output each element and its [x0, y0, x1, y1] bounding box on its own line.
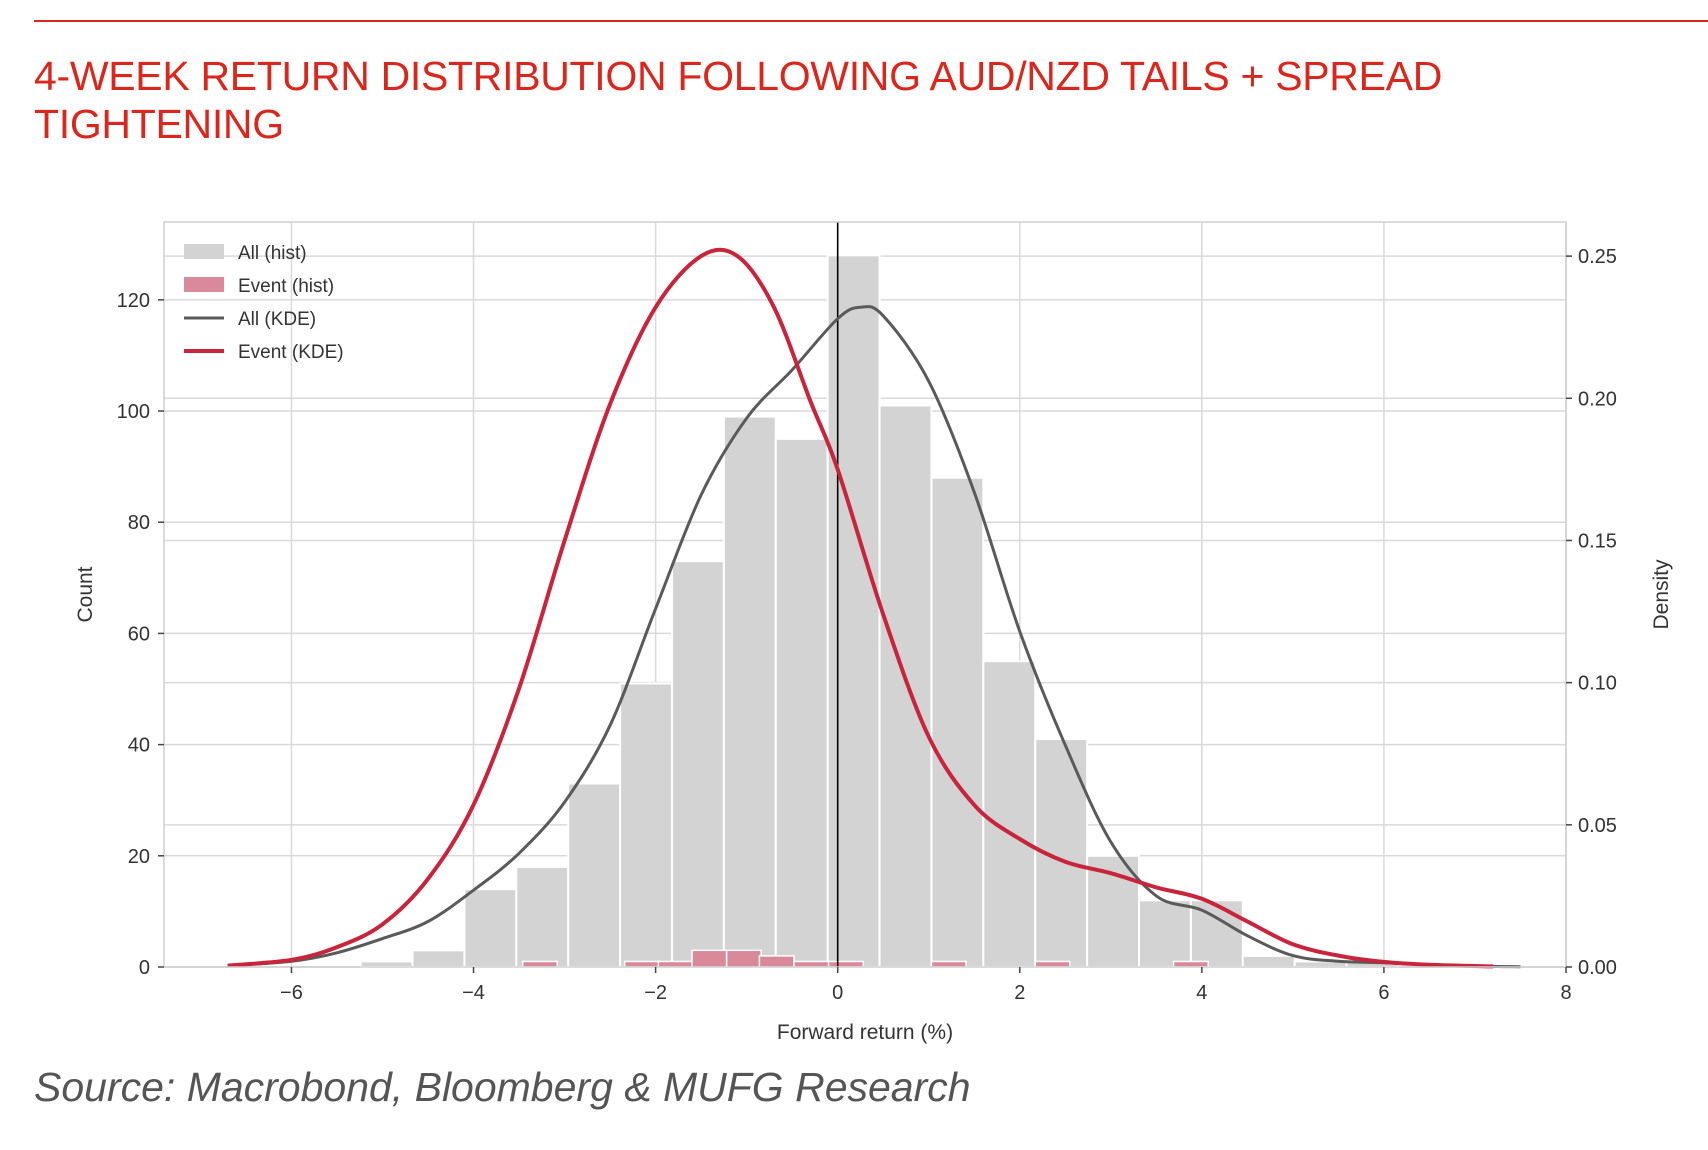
x-tick-label: 2: [1014, 982, 1025, 1004]
all-hist-bar: [722, 415, 777, 968]
event-hist-bar: [1034, 960, 1071, 968]
event-hist-bar: [758, 955, 795, 968]
event-hist-bar: [623, 960, 661, 968]
event-hist-bar: [930, 960, 967, 968]
all-hist-bar: [1138, 899, 1192, 968]
legend-swatch: [184, 277, 224, 292]
source-note: Source: Macrobond, Bloomberg & MUFG Rese…: [34, 1064, 971, 1110]
x-tick-label: −6: [280, 982, 303, 1004]
x-tick-label: 4: [1196, 982, 1207, 1004]
all-hist-bar: [774, 437, 829, 968]
all-kde-line: [227, 305, 1521, 969]
y-tick-label: 40: [128, 735, 150, 757]
all-hist-bar: [1241, 954, 1296, 969]
legend-label: All (KDE): [238, 309, 316, 330]
all-hist-bar: [515, 865, 570, 968]
legend-label: Event (hist): [238, 276, 334, 297]
legend-swatch: [184, 244, 224, 259]
y2-tick-label: 0.05: [1578, 815, 1617, 837]
chart-title: 4-WEEK RETURN DISTRIBUTION FOLLOWING AUD…: [34, 53, 1443, 147]
x-tick-label: 0: [832, 982, 843, 1004]
all-hist-bar: [619, 682, 673, 968]
y-tick-label: 0: [139, 957, 150, 979]
y2-axis-label: Density: [1650, 559, 1673, 630]
y-tick-label: 20: [128, 846, 150, 868]
all-hist-bar: [359, 960, 414, 969]
all-hist-bar: [982, 660, 1037, 968]
all-hist-bar: [930, 476, 985, 968]
event-hist-bar: [725, 949, 762, 968]
all-hist-bar: [1189, 899, 1244, 968]
x-tick-label: −2: [644, 982, 667, 1004]
event-hist-bar: [521, 960, 559, 968]
y-tick-label: 120: [117, 290, 150, 312]
plot-frame: [163, 221, 1567, 968]
event-hist-bar: [657, 960, 694, 968]
event-hist-bar: [1172, 960, 1209, 968]
y-tick-label: 80: [128, 512, 150, 534]
y-tick-label: 100: [117, 401, 150, 423]
y2-tick-label: 0.20: [1578, 388, 1617, 410]
event-kde-line: [227, 247, 1494, 969]
y2-tick-label: 0.25: [1578, 246, 1617, 268]
legend-label: Event (KDE): [238, 342, 344, 363]
all-hist-bar: [411, 949, 466, 969]
y-axis-label: Count: [74, 566, 97, 622]
all-hist-bar: [567, 782, 622, 968]
event-hist-bar: [827, 960, 864, 968]
y-tick-label: 60: [128, 623, 150, 645]
title-rule: [34, 20, 1708, 22]
all-hist-bar: [878, 404, 933, 968]
x-tick-label: 6: [1378, 982, 1389, 1004]
y2-tick-label: 0.00: [1578, 957, 1617, 979]
all-hist-bar: [826, 254, 881, 968]
all-hist-bar: [463, 888, 518, 969]
all-hist-bar: [670, 560, 725, 968]
x-axis-label: Forward return (%): [777, 1021, 953, 1044]
x-tick-label: 8: [1560, 982, 1571, 1004]
legend-label: All (hist): [238, 243, 307, 264]
y2-tick-label: 0.10: [1578, 673, 1617, 695]
event-hist-bar: [793, 960, 830, 968]
x-tick-label: −4: [462, 982, 485, 1004]
y2-tick-label: 0.15: [1578, 530, 1617, 552]
event-hist-bar: [691, 949, 728, 968]
